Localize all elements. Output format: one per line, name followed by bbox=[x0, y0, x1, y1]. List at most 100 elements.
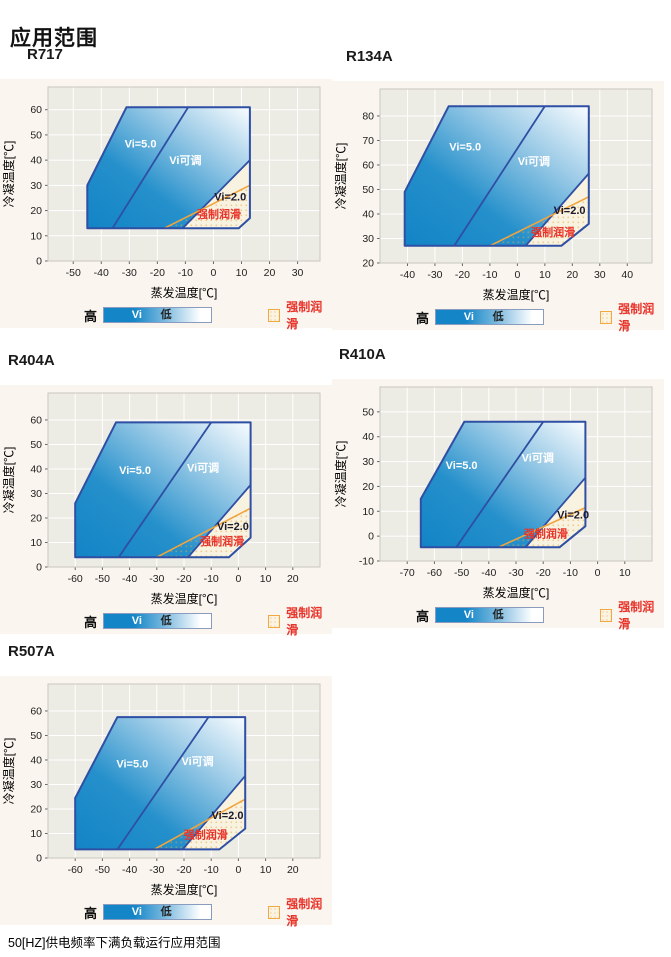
envelope-border bbox=[74, 716, 247, 851]
x-tick-label: -50 bbox=[95, 864, 110, 876]
refrigerant-title: R404A bbox=[8, 352, 55, 369]
x-tick-label: -50 bbox=[95, 573, 110, 585]
chart-plot: -40 -30 -20 -10 0 10 20 30 40 20 30 40 50 60 70 80 Vi=5.… bbox=[332, 81, 664, 307]
operating-envelope bbox=[404, 106, 589, 246]
region-label: 强制润滑 bbox=[200, 534, 244, 548]
forced-lube-line bbox=[153, 798, 246, 851]
x-tick-label: 0 bbox=[235, 573, 241, 585]
y-tick-label: 40 bbox=[30, 155, 42, 167]
plot-frame bbox=[47, 86, 321, 262]
refrigerant-title: R717 bbox=[27, 46, 63, 63]
x-tick-label: 10 bbox=[260, 864, 272, 876]
envelope-border bbox=[419, 420, 587, 549]
x-tick-label: -30 bbox=[122, 267, 137, 279]
y-tick-label: 0 bbox=[36, 256, 42, 268]
plot-svg: -70 -60 -50 -40 -30 -20 -10 0 10 -10 0 10 20 30 40 50 Vi… bbox=[333, 386, 653, 600]
x-tick-label: -20 bbox=[455, 269, 470, 281]
region-label: 强制润滑 bbox=[531, 225, 575, 239]
operating-envelope bbox=[87, 107, 250, 229]
y-tick-label: 60 bbox=[30, 104, 42, 116]
legend-high-label: 高 bbox=[416, 608, 430, 624]
footnote: 50[HZ]供电频率下满负载运行应用范围 bbox=[8, 936, 221, 950]
region-label: Vi=5.0 bbox=[446, 460, 478, 472]
y-tick-label: 70 bbox=[362, 135, 374, 147]
y-tick-label: 50 bbox=[30, 730, 42, 742]
region-label: Vi=5.0 bbox=[116, 758, 148, 770]
x-tick-label: -10 bbox=[563, 567, 578, 579]
legend-forced-lube-label: 强制润滑 bbox=[286, 897, 323, 928]
y-tick-label: 30 bbox=[30, 180, 42, 192]
x-tick-label: -30 bbox=[427, 269, 442, 281]
x-tick-label: -40 bbox=[400, 269, 415, 281]
x-tick-label: 20 bbox=[287, 573, 299, 585]
x-tick-label: -40 bbox=[122, 573, 137, 585]
y-tick-label: 20 bbox=[30, 512, 42, 524]
vi5-boundary-line bbox=[111, 106, 189, 229]
region-label: Vi=2.0 bbox=[212, 810, 244, 822]
vi2-boundary-line bbox=[187, 484, 252, 558]
legend-forced-lube-label: 强制润滑 bbox=[618, 302, 655, 333]
y-axis-title: 冷凝温度[℃] bbox=[333, 143, 348, 210]
x-tick-label: -60 bbox=[68, 573, 83, 585]
y-tick-label: 50 bbox=[362, 184, 374, 196]
chart-plot: -50 -40 -30 -20 -10 0 10 20 30 0 10 20 30 40 50 60 Vi=5.… bbox=[0, 79, 332, 305]
envelope-border bbox=[86, 106, 251, 230]
envelope-border bbox=[74, 421, 252, 559]
y-tick-label: 50 bbox=[362, 406, 374, 418]
y-tick-label: 40 bbox=[362, 431, 374, 443]
y-tick-label: 10 bbox=[30, 828, 42, 840]
legend-forced-lube-swatch bbox=[599, 608, 613, 622]
forced-lube-line bbox=[489, 196, 590, 247]
x-tick-label: 0 bbox=[595, 567, 601, 579]
chart-plot: -60 -50 -40 -30 -20 -10 0 10 20 0 10 20 30 40 50 60 Vi=5… bbox=[0, 385, 332, 611]
x-tick-label: -20 bbox=[176, 573, 191, 585]
chart-section-r717: R717 -50 -40 -30 -20 -10 0 10 20 30 0 10 20 30 40 50 60… bbox=[0, 46, 332, 331]
x-tick-label: -40 bbox=[94, 267, 109, 279]
refrigerant-title: R134A bbox=[346, 48, 393, 65]
x-tick-label: -10 bbox=[482, 269, 497, 281]
x-tick-label: -40 bbox=[481, 567, 496, 579]
chart-card: -70 -60 -50 -40 -30 -20 -10 0 10 -10 0 10 20 30 40 50 Vi… bbox=[332, 379, 664, 631]
y-tick-label: 0 bbox=[36, 562, 42, 574]
x-tick-label: 10 bbox=[260, 573, 272, 585]
region-label: Vi可调 bbox=[169, 153, 201, 167]
chart-plot: -70 -60 -50 -40 -30 -20 -10 0 10 -10 0 10 20 30 40 50 Vi… bbox=[332, 379, 664, 605]
vi2-boundary-line bbox=[181, 775, 246, 850]
region-label: Vi=5.0 bbox=[119, 465, 151, 477]
plot-frame bbox=[379, 386, 653, 562]
x-tick-label: -30 bbox=[508, 567, 523, 579]
legend-vi-gradient-bar: Vi 低 bbox=[103, 307, 212, 323]
x-tick-label: -70 bbox=[400, 567, 415, 579]
region-label: 强制润滑 bbox=[197, 207, 241, 221]
x-tick-label: 20 bbox=[264, 267, 276, 279]
region-label: Vi可调 bbox=[518, 154, 550, 168]
x-tick-label: 0 bbox=[514, 269, 520, 281]
x-axis-title: 蒸发温度[℃] bbox=[151, 591, 218, 606]
y-tick-label: 0 bbox=[368, 531, 374, 543]
legend-forced-lube-swatch bbox=[267, 905, 281, 919]
legend-low-label: 低 bbox=[160, 309, 172, 321]
y-tick-label: 20 bbox=[362, 258, 374, 270]
chart-legend: 高 Vi 低 强制润滑 bbox=[416, 302, 664, 333]
plot-frame bbox=[47, 683, 321, 859]
chart-section-r134a: R134A -40 -30 -20 -10 0 10 20 30 40 20 30 40 50 60 70 8… bbox=[332, 48, 664, 333]
plot-svg: -60 -50 -40 -30 -20 -10 0 10 20 0 10 20 30 40 50 60 Vi=5… bbox=[1, 392, 321, 606]
x-tick-label: 10 bbox=[619, 567, 631, 579]
region-label: Vi=5.0 bbox=[125, 139, 157, 151]
x-tick-label: -40 bbox=[122, 864, 137, 876]
legend-low-label: 低 bbox=[160, 615, 172, 627]
legend-forced-lube-label: 强制润滑 bbox=[618, 600, 655, 631]
refrigerant-title: R410A bbox=[339, 346, 386, 363]
x-tick-label: -30 bbox=[149, 573, 164, 585]
x-axis-title: 蒸发温度[℃] bbox=[151, 882, 218, 897]
x-tick-label: 10 bbox=[236, 267, 248, 279]
vi5-boundary-line bbox=[453, 105, 546, 247]
y-tick-label: 60 bbox=[30, 414, 42, 426]
chart-section-r507a: R507A -60 -50 -40 -30 -20 -10 0 10 20 0 10 20 30 40 50… bbox=[0, 643, 332, 928]
x-axis-title: 蒸发温度[℃] bbox=[483, 287, 550, 302]
y-tick-label: 50 bbox=[30, 439, 42, 451]
legend-high-label: 高 bbox=[416, 310, 430, 326]
y-tick-label: -10 bbox=[359, 556, 374, 568]
chart-card: -60 -50 -40 -30 -20 -10 0 10 20 0 10 20 30 40 50 60 Vi=5… bbox=[0, 385, 332, 637]
y-tick-label: 30 bbox=[362, 233, 374, 245]
